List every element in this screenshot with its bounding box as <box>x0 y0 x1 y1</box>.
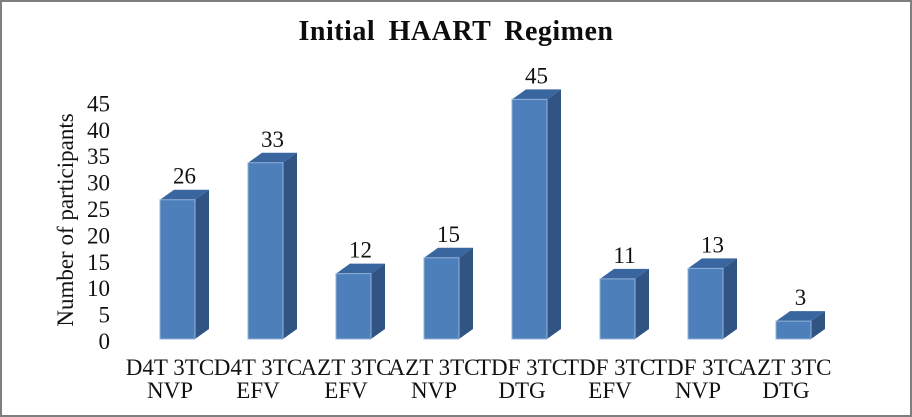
x-category-line1: TDF 3TC <box>477 355 567 380</box>
bar-top-face <box>600 268 649 279</box>
bar-top-face <box>776 311 825 322</box>
bar-side-face <box>371 263 385 339</box>
y-tick-label: 20 <box>87 223 110 248</box>
y-tick-label: 30 <box>87 171 110 196</box>
bar-front-face <box>423 257 460 340</box>
y-tick-label: 40 <box>87 118 110 143</box>
bar-front-face <box>511 98 548 340</box>
x-category-label: TDF 3TC NVP <box>653 355 743 403</box>
bar <box>599 268 649 340</box>
bar-side-face <box>283 152 297 339</box>
bar <box>423 247 473 340</box>
bar-value-label: 45 <box>525 63 548 88</box>
bar-front-face <box>247 162 284 340</box>
bar-front-face <box>159 199 196 340</box>
x-category-line1: TDF 3TC <box>653 355 743 380</box>
bar-value-label: 3 <box>795 285 807 310</box>
x-category-line2: DTG <box>762 378 809 403</box>
x-category-line2: EFV <box>324 378 368 403</box>
chart-title: Initial HAART Regimen <box>298 16 614 47</box>
bar <box>159 189 209 340</box>
y-tick-label: 10 <box>87 276 110 301</box>
y-tick-label: 5 <box>99 303 111 328</box>
x-category-label: AZT 3TC DTG <box>741 355 832 403</box>
bar-top-face <box>688 258 737 269</box>
bar-top-face <box>424 247 473 258</box>
x-category-label: TDF 3TC EFV <box>565 355 655 403</box>
bar <box>335 263 385 340</box>
bar-value-label: 13 <box>701 232 724 257</box>
y-tick-label: 0 <box>99 329 111 354</box>
bar-top-face <box>160 189 209 200</box>
x-category-line1: AZT 3TC <box>741 355 832 380</box>
y-tick-label: 45 <box>87 91 110 116</box>
bar <box>247 152 297 340</box>
x-category-label: AZT 3TC EFV <box>301 355 392 403</box>
bar-front-face <box>687 267 724 340</box>
x-category-line1: D4T 3TC <box>126 355 214 380</box>
bar-front-face <box>599 278 636 340</box>
y-tick-label: 25 <box>87 197 110 222</box>
bar-value-label: 33 <box>261 127 284 152</box>
x-category-line2: NVP <box>411 378 457 403</box>
bar-top-face <box>512 89 561 100</box>
x-category-label: D4T 3TC EFV <box>214 355 302 403</box>
bar-side-face <box>811 311 825 339</box>
y-tick-label: 15 <box>87 250 110 275</box>
bar-side-face <box>723 258 737 339</box>
x-category-line2: DTG <box>498 378 545 403</box>
bar-side-face <box>195 189 209 339</box>
bar-value-label: 26 <box>173 164 196 189</box>
x-category-label: TDF 3TC DTG <box>477 355 567 403</box>
bar-front-face <box>335 273 372 340</box>
bar-front-face <box>775 320 812 340</box>
x-category-line2: EFV <box>236 378 280 403</box>
bar-value-label: 15 <box>437 222 460 247</box>
bar-value-label: 12 <box>349 238 372 263</box>
x-category-line2: EFV <box>588 378 632 403</box>
bar-side-face <box>635 268 649 339</box>
bar <box>775 311 825 340</box>
x-category-line1: D4T 3TC <box>214 355 302 380</box>
y-tick-label: 35 <box>87 144 110 169</box>
bar-side-face <box>459 247 473 339</box>
x-category-label: AZT 3TC NVP <box>389 355 480 403</box>
x-category-line2: NVP <box>675 378 721 403</box>
x-category-label: D4T 3TC NVP <box>126 355 214 403</box>
bar <box>511 89 561 340</box>
x-category-line1: TDF 3TC <box>565 355 655 380</box>
bar-value-label: 11 <box>613 243 635 268</box>
bar-top-face <box>336 263 385 274</box>
x-category-line1: AZT 3TC <box>389 355 480 380</box>
x-category-line2: NVP <box>147 378 193 403</box>
bar-side-face <box>547 89 561 340</box>
bar <box>687 258 737 340</box>
bar-top-face <box>248 152 297 163</box>
x-category-line1: AZT 3TC <box>301 355 392 380</box>
